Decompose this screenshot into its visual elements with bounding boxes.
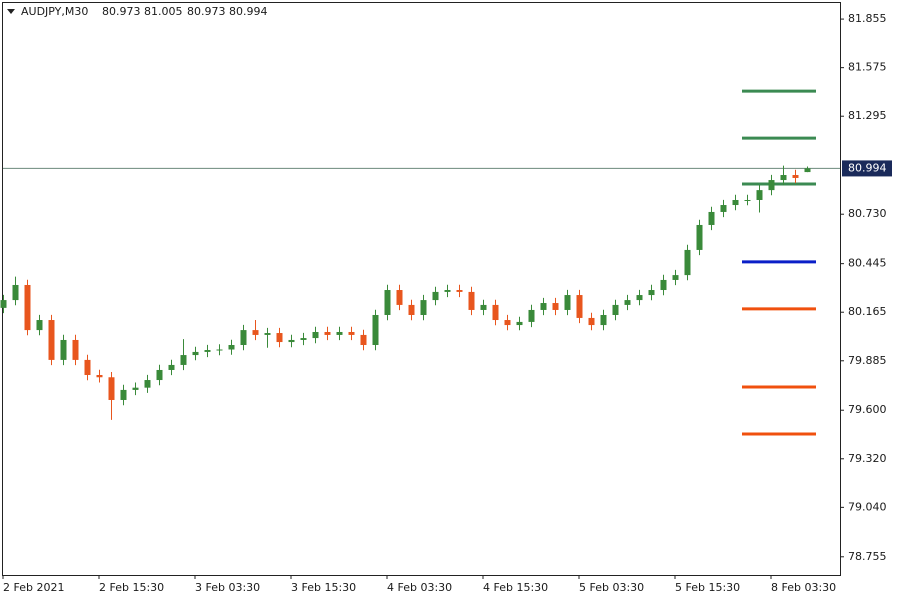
candle-body xyxy=(288,339,295,343)
y-tick-label: 79.885 xyxy=(848,354,887,367)
x-tick-label: 3 Feb 15:30 xyxy=(291,581,356,594)
x-tick-label: 2 Feb 2021 xyxy=(3,581,64,594)
candle-body xyxy=(36,320,43,331)
candle-body xyxy=(624,300,631,305)
candle-body xyxy=(204,350,211,352)
candle-body xyxy=(192,351,199,356)
candle-body xyxy=(216,349,223,351)
candle-body xyxy=(468,291,475,310)
current-price-label: 80.994 xyxy=(848,161,887,174)
candle-body xyxy=(240,330,247,345)
candle-body xyxy=(300,338,307,340)
candle-body xyxy=(228,345,235,350)
candle-body xyxy=(72,339,79,360)
x-tick-label: 4 Feb 03:30 xyxy=(387,581,452,594)
y-tick-label: 81.855 xyxy=(848,12,887,25)
candle-body xyxy=(672,275,679,280)
candle-body xyxy=(804,168,811,173)
candle-body xyxy=(384,290,391,315)
candle-body xyxy=(156,369,163,381)
candle-body xyxy=(108,377,115,400)
candle-body xyxy=(756,190,763,200)
candle-body xyxy=(252,330,259,335)
candle-body xyxy=(336,331,343,335)
candle-body xyxy=(372,314,379,345)
candle-body xyxy=(120,389,127,400)
x-tick-label: 5 Feb 03:30 xyxy=(579,581,644,594)
candle-body xyxy=(564,295,571,310)
candle-body xyxy=(432,291,439,301)
y-tick-label: 81.575 xyxy=(848,61,887,74)
candle-body xyxy=(708,211,715,225)
x-tick-label: 2 Feb 15:30 xyxy=(99,581,164,594)
x-tick-label: 5 Feb 15:30 xyxy=(675,581,740,594)
candle-body xyxy=(612,304,619,315)
candle-body xyxy=(576,295,583,318)
y-tick-label: 80.730 xyxy=(848,207,887,220)
y-tick-label: 80.445 xyxy=(848,257,887,270)
quote-low: 80.973 xyxy=(187,5,226,18)
candle-body xyxy=(168,364,175,370)
candle-body xyxy=(96,375,103,378)
candle-body xyxy=(396,290,403,305)
candle-body xyxy=(264,333,271,335)
candle-body xyxy=(588,317,595,326)
candle-body xyxy=(792,175,799,178)
y-tick-label: 79.040 xyxy=(848,500,887,513)
plot-frame xyxy=(2,2,841,576)
current-price-tag xyxy=(842,160,892,177)
y-tick-label: 79.600 xyxy=(848,403,887,416)
candle-body xyxy=(312,331,319,339)
candle-body xyxy=(504,320,511,326)
menu-triangle[interactable] xyxy=(7,9,15,14)
candle-body xyxy=(636,295,643,301)
candle-body xyxy=(648,290,655,296)
candle-body xyxy=(12,284,19,301)
candle-body xyxy=(144,380,151,388)
candle-body xyxy=(552,303,559,310)
candle-body xyxy=(24,284,31,331)
x-tick-label: 4 Feb 15:30 xyxy=(483,581,548,594)
candle-body xyxy=(768,180,775,191)
candle-body xyxy=(276,333,283,343)
candle-body xyxy=(720,205,727,212)
candle-body xyxy=(420,300,427,315)
candle-body xyxy=(48,320,55,360)
candle-body xyxy=(600,314,607,326)
y-tick-label: 79.320 xyxy=(848,452,887,465)
symbol-label: AUDJPY,M30 xyxy=(21,5,88,18)
y-tick-label: 78.755 xyxy=(848,550,887,563)
candle-body xyxy=(456,290,463,292)
candle-body xyxy=(360,334,367,345)
candle-body xyxy=(348,331,355,335)
x-tick-label: 3 Feb 03:30 xyxy=(195,581,260,594)
y-tick-label: 80.165 xyxy=(848,305,887,318)
candle-body xyxy=(660,279,667,291)
candle-body xyxy=(696,224,703,250)
candle-body xyxy=(480,304,487,310)
candle-body xyxy=(684,249,691,276)
candle-body xyxy=(528,309,535,322)
quote-high: 81.005 xyxy=(144,5,183,18)
candle-body xyxy=(492,304,499,321)
candle-body xyxy=(540,303,547,310)
y-tick-label: 81.295 xyxy=(848,109,887,122)
candle-body xyxy=(516,321,523,326)
candle-body xyxy=(408,304,415,315)
candle-body xyxy=(60,339,67,360)
candle-body xyxy=(180,355,187,365)
candle-body xyxy=(744,199,751,201)
candle-body xyxy=(0,300,7,308)
candle-body xyxy=(324,331,331,335)
candle-body xyxy=(444,290,451,292)
quote-close: 80.994 xyxy=(229,5,268,18)
quote-open: 80.973 xyxy=(102,5,141,18)
candle-body xyxy=(84,359,91,376)
candle-body xyxy=(132,387,139,390)
candle-body xyxy=(780,175,787,181)
candle-body xyxy=(732,199,739,206)
x-tick-label: 8 Feb 03:30 xyxy=(771,581,836,594)
